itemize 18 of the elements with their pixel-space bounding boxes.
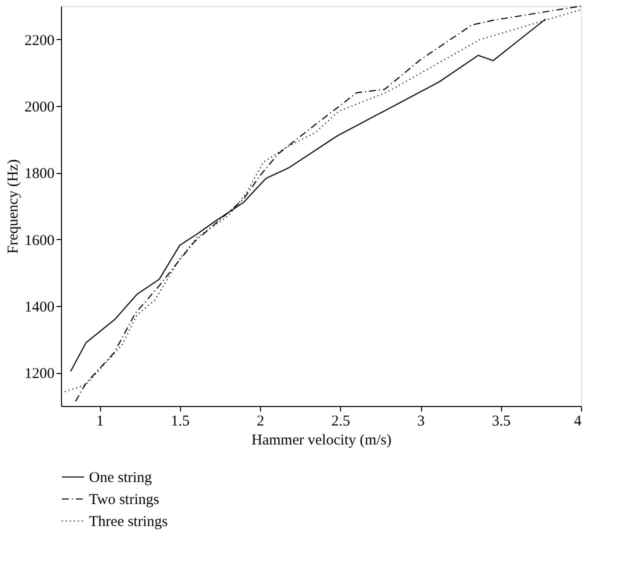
x-tick-label: 2	[256, 414, 264, 430]
y-axis-title: Frequency (Hz)	[6, 159, 22, 254]
y-tick-label: 2200	[24, 32, 54, 49]
legend-label: Three strings	[89, 514, 168, 530]
x-axis-title: Hammer velocity (m/s)	[252, 432, 392, 448]
x-tick-label: 4	[574, 414, 582, 430]
y-tick-label: 1800	[24, 166, 54, 182]
y-tick-label: 1600	[24, 232, 54, 249]
legend-label: Two strings	[89, 492, 160, 508]
x-tick-label: 1.5	[170, 414, 190, 430]
y-tick-label: 1200	[24, 366, 54, 382]
y-tick-label: 2000	[24, 100, 54, 116]
y-tick-label: 1400	[24, 300, 54, 316]
legend-label: One string	[89, 470, 152, 486]
x-tick-label: 3	[417, 414, 425, 430]
x-tick-label: 3.5	[492, 414, 511, 430]
x-tick-label: 1	[96, 414, 104, 430]
x-tick-label: 2.5	[331, 414, 350, 430]
